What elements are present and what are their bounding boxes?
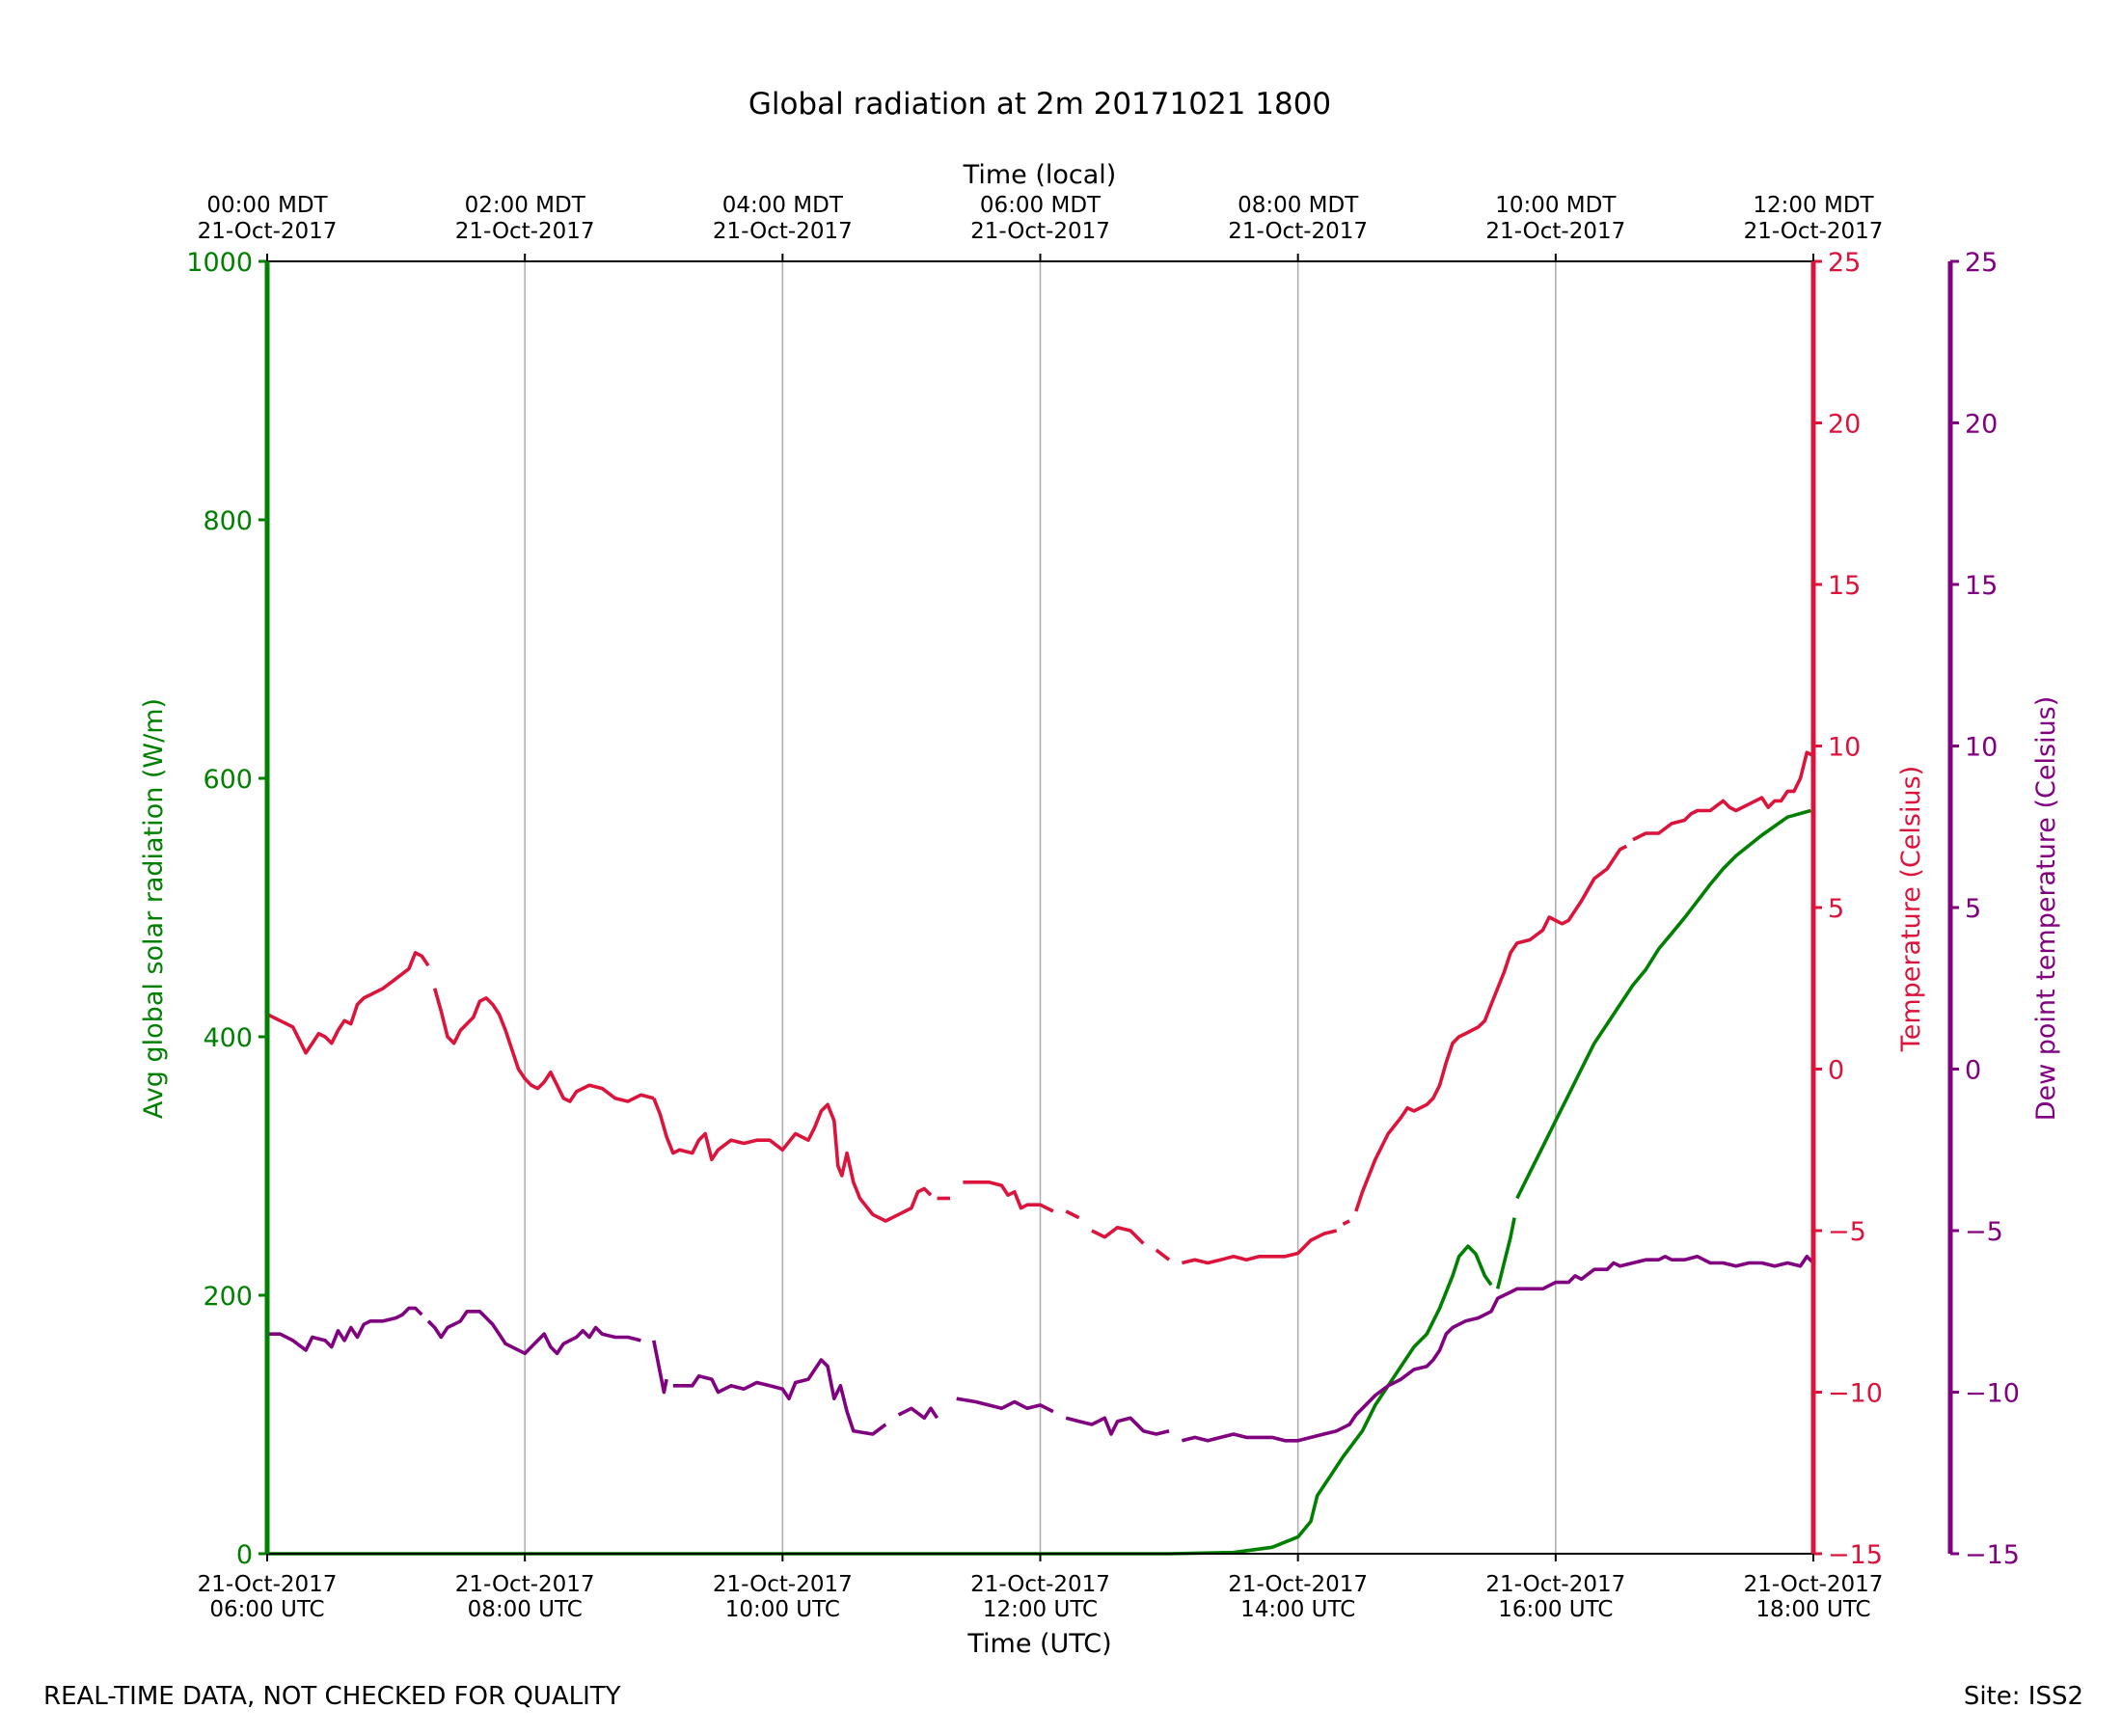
dewpoint-tick-label: −10 bbox=[1965, 1379, 2020, 1409]
local-tick-date: 21-Oct-2017 bbox=[1485, 219, 1625, 244]
radiation-series-segment bbox=[267, 1244, 1493, 1556]
utc-tick-time: 18:00 UTC bbox=[1755, 1597, 1870, 1622]
dewpoint-tick-label: 25 bbox=[1965, 248, 1998, 278]
temperature-series-segment bbox=[432, 988, 655, 1103]
utc-tick-date: 21-Oct-2017 bbox=[1228, 1572, 1368, 1597]
dewpoint-axis-label: Dew point temperature (Celsius) bbox=[2031, 696, 2061, 1122]
temperature-ticks: −15 −10 −5 0 5 10 15 20 25 bbox=[1813, 248, 1883, 1570]
local-tick-time: 04:00 MDT bbox=[722, 193, 844, 218]
radiation-axis-label: Avg global solar radiation (W/m) bbox=[139, 698, 169, 1119]
utc-tick-time: 16:00 UTC bbox=[1498, 1597, 1613, 1622]
local-tick-date: 21-Oct-2017 bbox=[713, 219, 853, 244]
temperature-tick-label: 0 bbox=[1828, 1056, 1844, 1086]
dewpoint-series-segment bbox=[672, 1358, 887, 1436]
local-tick-date: 21-Oct-2017 bbox=[1744, 219, 1884, 244]
temperature-axis-label: Temperature (Celsius) bbox=[1896, 766, 1926, 1052]
utc-tick-time: 06:00 UTC bbox=[209, 1597, 324, 1622]
dewpoint-tick-label: −5 bbox=[1965, 1217, 2003, 1247]
utc-tick-date: 21-Oct-2017 bbox=[198, 1572, 338, 1597]
temperature-series-segment bbox=[266, 951, 430, 1055]
local-tick-time: 06:00 MDT bbox=[980, 193, 1102, 218]
dewpoint-series-segment bbox=[956, 1397, 1054, 1414]
utc-tick-date: 21-Oct-2017 bbox=[1485, 1572, 1625, 1597]
utc-tick-time: 10:00 UTC bbox=[725, 1597, 840, 1622]
bottom-axis-label: Time (UTC) bbox=[966, 1629, 1111, 1659]
local-tick-time: 10:00 MDT bbox=[1495, 193, 1617, 218]
radiation-tick-label: 200 bbox=[203, 1282, 253, 1312]
dewpoint-tick-label: −15 bbox=[1965, 1540, 2020, 1570]
local-tick-date: 21-Oct-2017 bbox=[198, 219, 338, 244]
local-tick-date: 21-Oct-2017 bbox=[1228, 219, 1368, 244]
temperature-tick-label: −15 bbox=[1828, 1540, 1883, 1570]
dewpoint-tick-label: 20 bbox=[1965, 410, 1998, 440]
radiation-tick-label: 800 bbox=[203, 506, 253, 536]
top-axis-label: Time (local) bbox=[963, 160, 1117, 190]
temperature-series-segment bbox=[1091, 1225, 1145, 1245]
local-tick-date: 21-Oct-2017 bbox=[970, 219, 1110, 244]
dewpoint-tick-label: 5 bbox=[1965, 894, 1981, 924]
dewpoint-tick-label: 10 bbox=[1965, 733, 1998, 763]
temperature-tick-label: −10 bbox=[1828, 1379, 1883, 1409]
radiation-tick-label: 1000 bbox=[186, 248, 253, 278]
dewpoint-series-segment bbox=[267, 1306, 423, 1352]
local-tick-time: 00:00 MDT bbox=[206, 193, 328, 218]
temperature-series-segment bbox=[1155, 1248, 1171, 1261]
temperature-series-segment bbox=[1632, 750, 1814, 842]
dewpoint-series-segment bbox=[1065, 1416, 1170, 1436]
radiation-tick-label: 0 bbox=[236, 1540, 253, 1570]
dewpoint-series-segment bbox=[1181, 1255, 1815, 1443]
temperature-series-segment bbox=[652, 1098, 933, 1223]
local-tick-date: 21-Oct-2017 bbox=[455, 219, 595, 244]
dewpoint-series-segment bbox=[426, 1310, 641, 1356]
temperature-series-segment bbox=[1342, 1219, 1350, 1226]
radiation-ticks: 0 200 400 600 800 1000 bbox=[186, 248, 267, 1570]
dewpoint-ticks: −15 −10 −5 0 5 10 15 20 25 bbox=[1950, 248, 2020, 1570]
temperature-tick-label: 20 bbox=[1828, 410, 1861, 440]
temperature-tick-label: 15 bbox=[1828, 571, 1861, 601]
dewpoint-series-segment bbox=[897, 1406, 939, 1421]
local-tick-time: 02:00 MDT bbox=[465, 193, 586, 218]
utc-tick-date: 21-Oct-2017 bbox=[455, 1572, 595, 1597]
temperature-series-segment bbox=[1354, 844, 1628, 1212]
quality-disclaimer: REAL-TIME DATA, NOT CHECKED FOR QUALITY bbox=[43, 1682, 621, 1711]
temperature-tick-label: −5 bbox=[1828, 1217, 1866, 1247]
radiation-series-segment bbox=[1495, 1217, 1516, 1289]
radiation-series-segment bbox=[1515, 808, 1811, 1200]
dewpoint-tick-label: 15 bbox=[1965, 571, 1998, 601]
vertical-gridlines bbox=[524, 261, 1557, 1554]
radiation-tick-label: 400 bbox=[203, 1023, 253, 1053]
local-tick-time: 12:00 MDT bbox=[1753, 193, 1874, 218]
utc-tick-time: 08:00 UTC bbox=[468, 1597, 583, 1622]
plot-frame bbox=[264, 260, 1953, 1555]
utc-tick-date: 21-Oct-2017 bbox=[970, 1572, 1110, 1597]
temperature-tick-label: 5 bbox=[1828, 894, 1844, 924]
dewpoint-tick-label: 0 bbox=[1965, 1056, 1981, 1086]
local-tick-time: 08:00 MDT bbox=[1238, 193, 1359, 218]
radiation-tick-label: 600 bbox=[203, 765, 253, 795]
chart-title: Global radiation at 2m 20171021 1800 bbox=[748, 87, 1331, 122]
utc-tick-date: 21-Oct-2017 bbox=[1744, 1572, 1884, 1597]
site-label: Site: ISS2 bbox=[1963, 1682, 2083, 1711]
temperature-tick-label: 25 bbox=[1828, 248, 1861, 278]
utc-tick-time: 12:00 UTC bbox=[983, 1597, 1098, 1622]
utc-tick-date: 21-Oct-2017 bbox=[713, 1572, 853, 1597]
temperature-series-segment bbox=[963, 1180, 1054, 1213]
temperature-tick-label: 10 bbox=[1828, 733, 1861, 763]
temperature-series-segment bbox=[1065, 1209, 1080, 1220]
temperature-series-segment bbox=[1181, 1229, 1338, 1265]
dewpoint-series-segment bbox=[652, 1340, 668, 1395]
utc-tick-time: 14:00 UTC bbox=[1240, 1597, 1355, 1622]
